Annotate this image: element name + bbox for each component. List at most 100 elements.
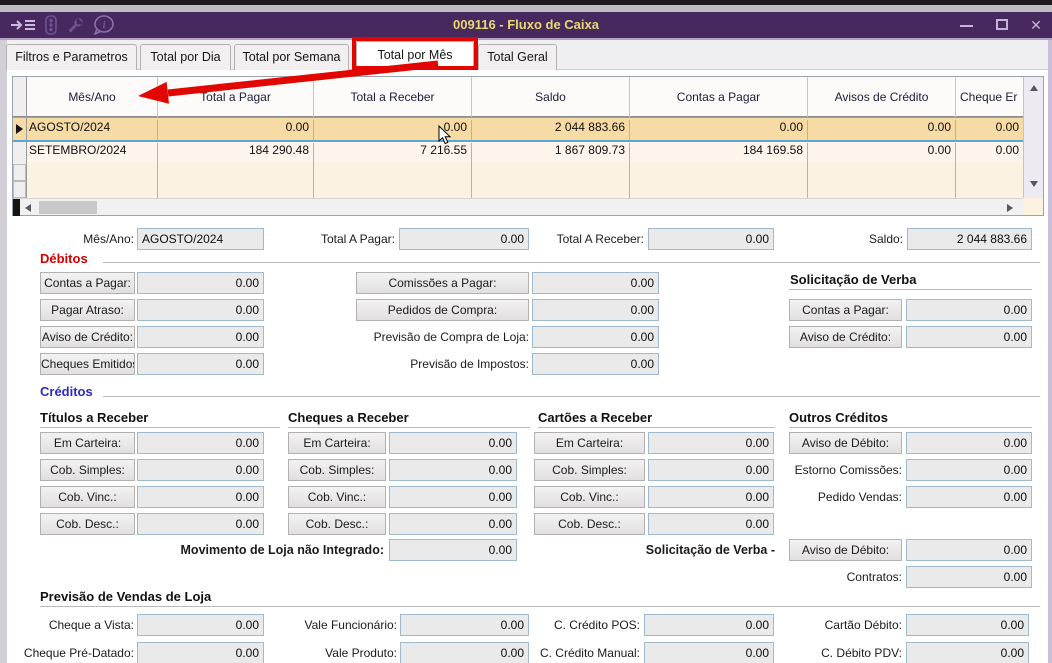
summary-mes-ano-label: Mês/Ano:	[83, 232, 134, 246]
horizontal-scrollbar-thumb[interactable]	[39, 201, 97, 214]
grid-col-cheque-emitidos[interactable]: Cheque Er	[960, 90, 1018, 104]
cheques-cob-desc-label[interactable]: Cob. Desc.:	[288, 513, 386, 535]
scroll-down-button[interactable]	[1024, 175, 1044, 193]
cartoes-cob-desc-label[interactable]: Cob. Desc.:	[534, 513, 645, 535]
verba2-aviso-de-debito-label[interactable]: Aviso de Débito:	[789, 539, 902, 561]
verba-contas-a-pagar-label[interactable]: Contas a Pagar:	[789, 299, 902, 321]
tab-total-por-dia[interactable]: Total por Dia	[140, 44, 231, 70]
cell-contas-a-pagar: 0.00	[630, 120, 808, 140]
scroll-right-button[interactable]	[1001, 199, 1019, 216]
debitos-aviso-de-credito-label[interactable]: Aviso de Crédito:	[40, 326, 135, 348]
cheque-a-vista-value: 0.00	[137, 614, 264, 636]
titulos-cob-vinc-label[interactable]: Cob. Vinc.:	[40, 486, 135, 508]
title-bar[interactable]: 009116 - Fluxo de Caixa i	[0, 12, 1052, 38]
cheques-em-carteira-label[interactable]: Em Carteira:	[288, 432, 386, 454]
monthly-totals-grid[interactable]: Mês/Ano Total a Pagar Total a Receber Sa…	[12, 76, 1044, 216]
debitos-cheques-emitidos-label[interactable]: Cheques Emitidos:	[40, 353, 135, 375]
titulos-a-receber-heading: Títulos a Receber	[40, 410, 149, 425]
table-row[interactable]: AGOSTO/2024 0.00 0.00 2 044 883.66 0.00 …	[13, 117, 1023, 142]
cheques-cob-simples-label[interactable]: Cob. Simples:	[288, 459, 386, 481]
debitos-heading: Débitos	[40, 251, 88, 266]
close-button[interactable]: ✕	[1020, 12, 1052, 38]
grid-col-total-a-pagar[interactable]: Total a Pagar	[158, 77, 314, 117]
cheques-cob-vinc-label[interactable]: Cob. Vinc.:	[288, 486, 386, 508]
cartao-debito-label: Cartão Débito:	[824, 618, 902, 632]
table-row[interactable]: SETEMBRO/2024 184 290.48 7 216.55 1 867 …	[13, 142, 1023, 163]
scroll-left-button[interactable]	[21, 199, 37, 216]
minimize-button[interactable]	[950, 12, 982, 38]
verba2-aviso-de-debito-value: 0.00	[906, 539, 1032, 561]
titulos-cob-simples-label[interactable]: Cob. Simples:	[40, 459, 135, 481]
grid-filler	[27, 163, 158, 198]
debitos-pedidos-de-compra-value: 0.00	[532, 299, 659, 321]
vertical-scrollbar[interactable]	[1023, 77, 1043, 198]
previsao-vendas-heading: Previsão de Vendas de Loja	[40, 589, 212, 604]
traffic-light-icon[interactable]	[44, 15, 58, 35]
outros-pedido-vendas-value: 0.00	[906, 486, 1032, 508]
debitos-pagar-atraso-label[interactable]: Pagar Atraso:	[40, 299, 135, 321]
cell-total-a-receber: 7 216.55	[314, 143, 472, 163]
creditos-rule	[103, 396, 1040, 397]
info-bubble-icon[interactable]: i	[92, 15, 116, 36]
cell-contas-a-pagar: 184 169.58	[630, 143, 808, 163]
c-debito-pdv-label: C. Débito PDV:	[821, 646, 902, 660]
vale-produto-value: 0.00	[400, 642, 529, 663]
tab-total-por-semana[interactable]: Total por Semana	[234, 44, 349, 70]
cheques-cob-desc-value: 0.00	[389, 513, 517, 535]
titulos-em-carteira-label[interactable]: Em Carteira:	[40, 432, 135, 454]
vale-funcionario-label: Vale Funcionário:	[304, 618, 398, 632]
cartoes-em-carteira-value: 0.00	[648, 432, 774, 454]
titulos-cob-simples-value: 0.00	[137, 459, 264, 481]
verba-aviso-de-credito-value: 0.00	[906, 326, 1032, 348]
debitos-aviso-de-credito-value: 0.00	[137, 326, 264, 348]
cartoes-cob-desc-value: 0.00	[648, 513, 774, 535]
annotation-highlight-box	[352, 37, 478, 70]
solicitacao-de-verba2-label: Solicitação de Verba -	[645, 543, 775, 557]
cheques-cob-vinc-value: 0.00	[389, 486, 517, 508]
c-credito-pos-value: 0.00	[644, 614, 774, 636]
outros-pedido-vendas-label: Pedido Vendas:	[817, 490, 902, 504]
grid-col-mes-ano[interactable]: Mês/Ano	[27, 77, 158, 117]
creditos-heading: Créditos	[40, 384, 93, 399]
grid-col-saldo[interactable]: Saldo	[472, 77, 630, 117]
debitos-contas-a-pagar-label[interactable]: Contas a Pagar:	[40, 272, 135, 294]
titulos-em-carteira-value: 0.00	[137, 432, 264, 454]
debitos-previsao-compra-loja-label: Previsão de Compra de Loja:	[373, 330, 529, 344]
outros-aviso-de-debito-label[interactable]: Aviso de Débito:	[789, 432, 902, 454]
summary-mes-ano-value: AGOSTO/2024	[137, 228, 264, 250]
grid-col-total-a-receber[interactable]: Total a Receber	[314, 77, 472, 117]
maximize-button[interactable]	[986, 12, 1018, 38]
tab-total-geral[interactable]: Total Geral	[478, 44, 557, 70]
wrench-icon[interactable]	[66, 15, 86, 35]
row-indicator-cell	[13, 118, 27, 140]
verba-contas-a-pagar-value: 0.00	[906, 299, 1032, 321]
cartoes-em-carteira-label[interactable]: Em Carteira:	[534, 432, 645, 454]
grid-col-contas-a-pagar[interactable]: Contas a Pagar	[630, 77, 808, 117]
row-indicator-cell	[13, 142, 27, 163]
jump-to-list-icon[interactable]	[10, 18, 36, 33]
grid-col-avisos-de-credito[interactable]: Avisos de Crédito	[808, 77, 956, 117]
debitos-comissoes-a-pagar-label[interactable]: Comissões a Pagar:	[356, 272, 529, 294]
tab-filtros-e-parametros[interactable]: Filtros e Parametros	[6, 44, 137, 70]
titulos-cob-desc-label[interactable]: Cob. Desc.:	[40, 513, 135, 535]
scroll-up-button[interactable]	[1024, 79, 1044, 97]
debitos-previsao-compra-loja-value: 0.00	[532, 326, 659, 348]
horizontal-scrollbar[interactable]	[13, 198, 1023, 216]
summary-total-a-receber-label: Total A Receber:	[556, 232, 644, 246]
cartoes-cob-vinc-label[interactable]: Cob. Vinc.:	[534, 486, 645, 508]
outros-rule	[789, 427, 1032, 428]
debitos-pedidos-de-compra-label[interactable]: Pedidos de Compra:	[356, 299, 529, 321]
verba2-contratos-label: Contratos:	[846, 570, 902, 584]
verba-aviso-de-credito-label[interactable]: Aviso de Crédito:	[789, 326, 902, 348]
titulos-cob-desc-value: 0.00	[137, 513, 264, 535]
cell-mes-ano: SETEMBRO/2024	[27, 143, 158, 163]
titlebar-divider	[0, 38, 1052, 40]
grid-indicator-cell	[13, 181, 26, 198]
cartao-debito-value: 0.00	[906, 614, 1029, 636]
cartoes-cob-simples-label[interactable]: Cob. Simples:	[534, 459, 645, 481]
grid-filler	[314, 163, 472, 198]
cell-total-a-receber: 0.00	[314, 120, 472, 140]
cell-avisos-de-credito: 0.00	[808, 120, 956, 140]
outros-aviso-de-debito-value: 0.00	[906, 432, 1032, 454]
